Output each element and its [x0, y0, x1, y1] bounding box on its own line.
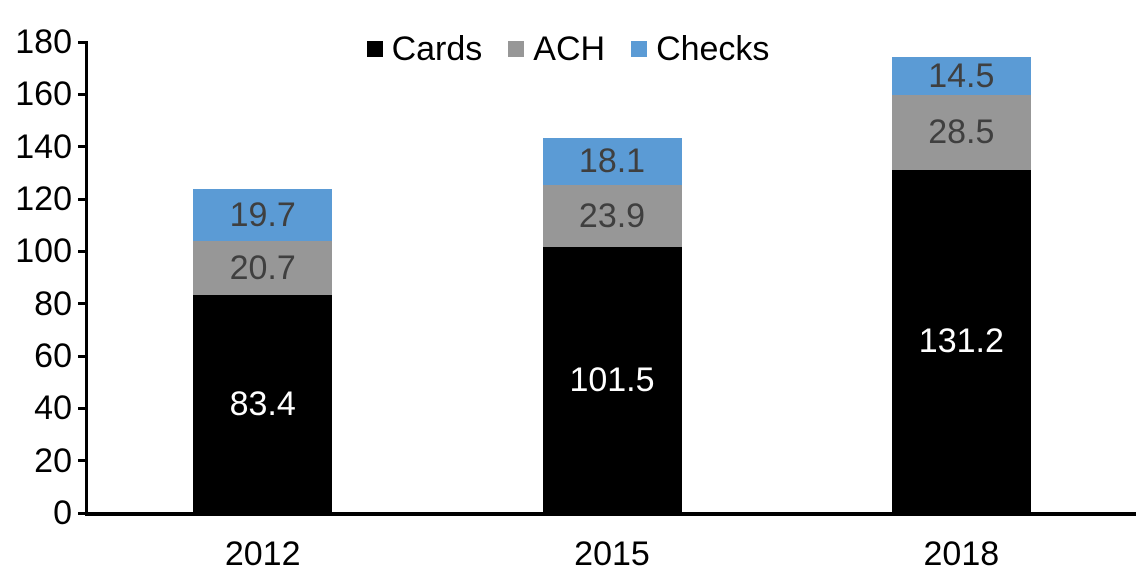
data-label: 20.7: [229, 248, 296, 287]
y-axis-tick-label: 100: [15, 232, 72, 271]
data-label: 28.5: [928, 113, 995, 152]
legend-swatch-icon: [366, 41, 383, 57]
legend-label: Checks: [656, 30, 770, 68]
x-axis-category-label: 2015: [574, 535, 650, 573]
y-axis-tick-label: 60: [34, 337, 72, 375]
bar-segment-cards: 101.5: [542, 247, 682, 513]
legend-item-ach: ACH: [508, 30, 605, 68]
bar-segment-cards: 83.4: [193, 294, 333, 513]
y-axis-tick-label: 140: [15, 127, 72, 166]
data-label: 18.1: [578, 142, 646, 181]
y-axis-tick-label: 180: [15, 23, 72, 61]
data-label: 101.5: [569, 361, 655, 400]
y-axis-tick-label: 40: [34, 389, 72, 428]
bar-segment-ach: 20.7: [193, 240, 333, 295]
y-axis-tick: [78, 459, 88, 463]
y-axis-tick: [78, 145, 88, 149]
bar-segment-checks: 18.1: [542, 137, 682, 185]
x-axis-category-label: 2018: [923, 535, 1000, 573]
bar-segment-ach: 28.5: [891, 95, 1031, 170]
data-label: 83.4: [229, 384, 296, 423]
y-axis-tick: [78, 511, 88, 515]
bar-segment-ach: 23.9: [542, 184, 682, 248]
bar-segment-checks: 14.5: [891, 57, 1031, 96]
data-label: 19.7: [229, 195, 296, 234]
legend-item-cards: Cards: [366, 30, 483, 68]
y-axis-tick-label: 0: [53, 494, 72, 532]
y-axis-line: [85, 41, 88, 516]
legend-label: Cards: [391, 30, 483, 68]
x-axis-line: [85, 512, 1136, 516]
y-axis-tick: [78, 302, 88, 306]
bar-segment-cards: 131.2: [891, 169, 1031, 513]
data-label: 14.5: [928, 57, 995, 96]
y-axis-tick: [78, 197, 88, 201]
y-axis-tick: [78, 40, 88, 44]
legend-label: ACH: [533, 30, 606, 68]
bar-segment-checks: 19.7: [193, 189, 333, 241]
y-axis-tick: [78, 406, 88, 410]
legend-item-checks: Checks: [631, 30, 769, 68]
y-axis-tick: [78, 92, 88, 96]
legend-swatch-icon: [631, 41, 648, 57]
legend-swatch-icon: [508, 41, 525, 57]
y-axis-tick-label: 20: [34, 441, 72, 480]
y-axis-tick-label: 120: [15, 180, 72, 218]
y-axis-tick: [78, 249, 88, 253]
y-axis-tick: [78, 354, 88, 358]
y-axis-tick-label: 160: [15, 75, 72, 114]
y-axis-tick-label: 80: [34, 284, 72, 323]
x-axis-category-label: 2012: [224, 535, 301, 573]
chart-legend: Cards ACH Checks: [0, 30, 1136, 68]
data-label: 131.2: [918, 322, 1004, 361]
data-label: 23.9: [578, 197, 646, 236]
